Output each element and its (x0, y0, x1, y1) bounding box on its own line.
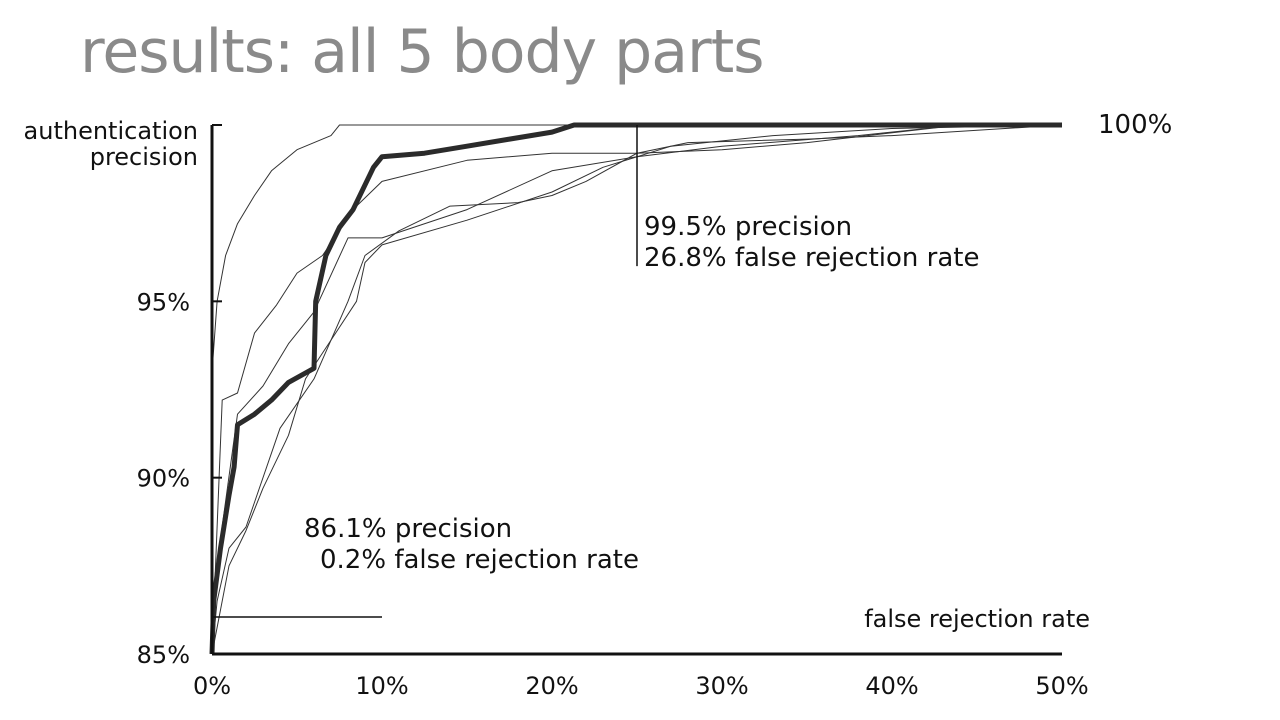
marker-layer (212, 125, 638, 618)
series-layer (209, 122, 1063, 655)
x-tick-label: 10% (355, 672, 408, 700)
axes-layer (210, 125, 1062, 656)
series-line (211, 124, 1062, 655)
ticks-layer: 0% 10% 20% 30% 40% 50% 85% 90% 95% (137, 124, 1089, 700)
series-line-highlighted (209, 122, 1062, 655)
series-line (211, 124, 1062, 602)
x-tick-label: 50% (1035, 672, 1088, 700)
x-tick-label: 30% (695, 672, 748, 700)
x-tick-label: 20% (525, 672, 578, 700)
annotation-lower-frr: 0.2% false rejection rate (320, 545, 639, 575)
y-axis-label-line2: precision (90, 143, 198, 171)
x-axis-label: false rejection rate (864, 605, 1090, 633)
slide-title: results: all 5 body parts (80, 17, 764, 87)
y-tick-label: 85% (137, 641, 190, 669)
annotation-lower-precision: 86.1% precision (304, 514, 512, 544)
annotation-upper-frr: 26.8% false rejection rate (644, 243, 980, 273)
y-tick-label: 95% (137, 288, 190, 316)
series-line (211, 124, 1063, 655)
x-tick-label: 40% (865, 672, 918, 700)
y-axis-label-line1: authentication (24, 117, 198, 145)
series-line (211, 124, 1063, 655)
y-top-annotation: 100% (1098, 110, 1172, 140)
x-tick-label: 0% (193, 672, 231, 700)
y-tick-label: 90% (137, 465, 190, 493)
series-line (211, 124, 1062, 372)
annotation-upper-precision: 99.5% precision (644, 212, 852, 242)
